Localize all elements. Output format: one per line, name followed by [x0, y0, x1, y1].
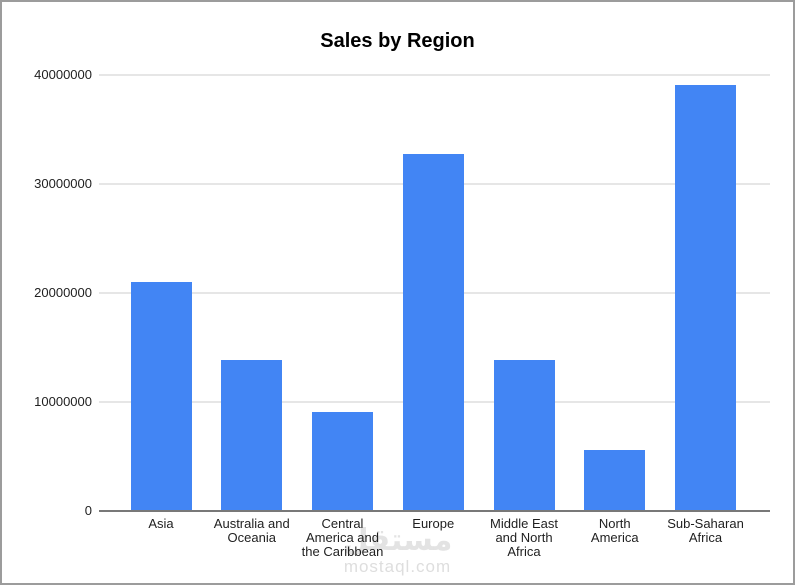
x-tick-label-north-america: North America	[590, 516, 639, 545]
x-tick-label-asia: Asia	[148, 516, 174, 531]
bar-central-america-and-the-caribbean	[312, 411, 373, 511]
gridline	[99, 74, 770, 76]
bar-asia	[130, 282, 192, 511]
y-tick-label: 0	[84, 503, 92, 518]
bar-north-america	[584, 450, 646, 511]
chart-title: Sales by Region	[320, 30, 475, 52]
plot-area	[99, 74, 770, 512]
x-axis-line	[99, 510, 770, 512]
bar-sub-saharan-africa	[675, 84, 736, 511]
x-tick-label-central-america-and-the-caribbean: Central America and the Caribbean	[301, 516, 384, 559]
bar-australia-and-oceania	[221, 359, 283, 511]
bar-middle-east-and-north-africa	[493, 359, 555, 511]
y-tick-label: 30000000	[34, 176, 92, 191]
watermark-domain-text: mostaql.com	[343, 557, 452, 576]
y-tick-label: 20000000	[34, 285, 92, 300]
x-tick-label-sub-saharan-africa: Sub-Saharan Africa	[667, 516, 744, 545]
x-tick-label-middle-east-and-north-africa: Middle East and North Africa	[490, 516, 558, 559]
bar-europe	[402, 153, 464, 511]
y-tick-label: 40000000	[34, 67, 92, 82]
y-tick-label: 10000000	[34, 394, 92, 409]
x-tick-label-europe: Europe	[412, 516, 455, 531]
x-tick-label-australia-and-oceania: Australia and Oceania	[213, 516, 290, 545]
